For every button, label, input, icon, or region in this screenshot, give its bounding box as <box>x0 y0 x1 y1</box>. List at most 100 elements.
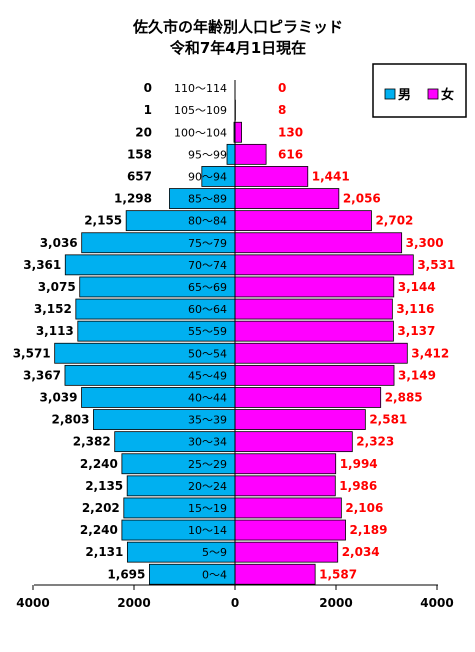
age-label: 45～49 <box>188 369 227 382</box>
age-label: 40～44 <box>188 391 227 404</box>
female-value-label: 3,300 <box>406 236 444 250</box>
female-value-label: 8 <box>278 103 286 117</box>
legend: 男 女 <box>372 63 467 118</box>
x-tick-label: 2000 <box>117 596 150 610</box>
male-value-label: 657 <box>127 169 152 183</box>
female-value-label: 3,412 <box>411 346 449 360</box>
age-label: 20～24 <box>188 480 227 493</box>
chart-subtitle: 令和7年4月1日現在 <box>170 39 306 57</box>
bar-female <box>234 497 342 519</box>
male-value-label: 1,695 <box>107 567 145 581</box>
male-value-label: 3,075 <box>38 280 76 294</box>
bar-female <box>234 143 267 165</box>
female-value-label: 2,323 <box>356 435 394 449</box>
female-value-label: 3,149 <box>398 368 436 382</box>
x-ticks: 4000 2000 0 2000 4000 <box>16 585 454 610</box>
age-label: 70～74 <box>188 259 227 272</box>
bar-female <box>234 320 394 342</box>
female-value-label: 2,034 <box>342 545 380 559</box>
x-tick-label: 4000 <box>420 596 453 610</box>
age-label: 60～64 <box>188 303 227 316</box>
bar-male <box>226 143 236 165</box>
male-value-label: 3,367 <box>23 368 61 382</box>
bar-female <box>234 342 408 364</box>
bar-female <box>234 453 337 475</box>
female-value-label: 1,986 <box>339 479 377 493</box>
x-tick-label: 0 <box>231 596 239 610</box>
female-value-label: 3,144 <box>398 280 436 294</box>
bar-female <box>234 210 372 232</box>
legend-swatch-male <box>384 88 396 100</box>
female-value-label: 2,189 <box>350 523 388 537</box>
male-value-label: 2,135 <box>85 479 123 493</box>
bar-female <box>234 387 382 408</box>
bar-female <box>234 431 353 453</box>
female-value-label: 2,106 <box>345 501 383 515</box>
female-value-label: 1,441 <box>312 169 350 183</box>
age-label: 110～114 <box>174 82 227 95</box>
female-value-label: 0 <box>278 81 286 95</box>
male-value-label: 3,113 <box>36 324 74 338</box>
male-value-label: 2,240 <box>80 523 118 537</box>
bar-female <box>234 254 414 276</box>
male-value-label: 2,240 <box>80 457 118 471</box>
male-value-label: 3,571 <box>13 346 51 360</box>
age-label: 80～84 <box>188 215 227 228</box>
female-value-label: 616 <box>278 147 303 161</box>
bar-female <box>234 166 309 187</box>
age-label: 35～39 <box>188 414 227 427</box>
female-value-label: 2,885 <box>385 390 423 404</box>
age-label: 30～34 <box>188 436 227 449</box>
male-value-label: 20 <box>135 125 152 139</box>
age-label: 5～9 <box>202 546 227 559</box>
bar-female <box>234 519 346 541</box>
male-value-label: 2,131 <box>85 545 123 559</box>
female-value-label: 3,137 <box>397 324 435 338</box>
legend-swatch-female <box>427 88 439 100</box>
bar-female <box>234 276 395 298</box>
bar-female <box>234 188 340 209</box>
legend-label-male: 男 <box>398 88 411 103</box>
age-label: 0～4 <box>202 568 227 581</box>
male-value-label: 1,298 <box>114 192 152 206</box>
age-label: 25～29 <box>188 458 227 471</box>
female-value-label: 1,587 <box>319 567 357 581</box>
age-label: 15～19 <box>188 502 227 515</box>
bar-female <box>234 121 242 143</box>
bars <box>54 99 414 585</box>
age-label: 100～104 <box>174 126 227 139</box>
male-value-label: 2,202 <box>82 501 120 515</box>
age-label: 90～94 <box>188 170 227 183</box>
age-label: 75～79 <box>188 237 227 250</box>
age-label: 50～54 <box>188 347 227 360</box>
labels: 110～114 0 0 105～109 1 8 100～104 20 130 95～99 158 61… <box>13 81 456 581</box>
legend-label-female: 女 <box>441 87 454 103</box>
age-label: 55～59 <box>188 325 227 338</box>
female-value-label: 130 <box>278 125 303 139</box>
age-label: 10～14 <box>188 524 227 537</box>
male-value-label: 1 <box>144 103 152 117</box>
female-value-label: 1,994 <box>340 457 378 471</box>
female-value-label: 3,531 <box>417 258 455 272</box>
age-label: 85～89 <box>188 193 227 206</box>
age-label: 65～69 <box>188 281 227 294</box>
bar-female <box>234 475 336 497</box>
female-value-label: 2,056 <box>343 192 381 206</box>
bar-female <box>234 298 393 320</box>
bar-female <box>234 409 366 430</box>
x-tick-label: 4000 <box>16 596 49 610</box>
female-value-label: 2,581 <box>369 413 407 427</box>
male-value-label: 3,361 <box>23 258 61 272</box>
male-value-label: 2,803 <box>51 413 89 427</box>
male-value-label: 3,152 <box>34 302 72 316</box>
bar-female <box>234 232 403 254</box>
female-value-label: 3,116 <box>396 302 434 316</box>
bar-female <box>234 541 339 563</box>
age-label: 105～109 <box>174 104 227 117</box>
male-value-label: 3,036 <box>40 236 78 250</box>
age-label: 95～99 <box>188 148 227 161</box>
male-value-label: 2,155 <box>84 214 122 228</box>
x-tick-label: 2000 <box>319 596 352 610</box>
female-value-label: 2,702 <box>375 214 413 228</box>
